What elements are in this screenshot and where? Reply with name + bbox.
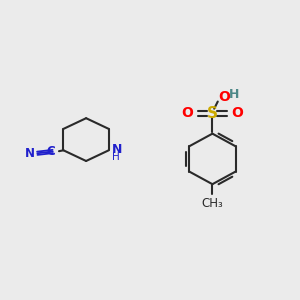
Text: O: O [218,90,230,104]
Text: H: H [112,152,119,162]
Text: H: H [229,88,239,101]
Text: O: O [231,106,243,120]
Text: S: S [207,106,218,121]
Text: CH₃: CH₃ [202,197,223,210]
Text: N: N [25,147,34,160]
Text: N: N [112,143,122,156]
Text: O: O [182,106,194,120]
Text: C: C [46,145,55,158]
